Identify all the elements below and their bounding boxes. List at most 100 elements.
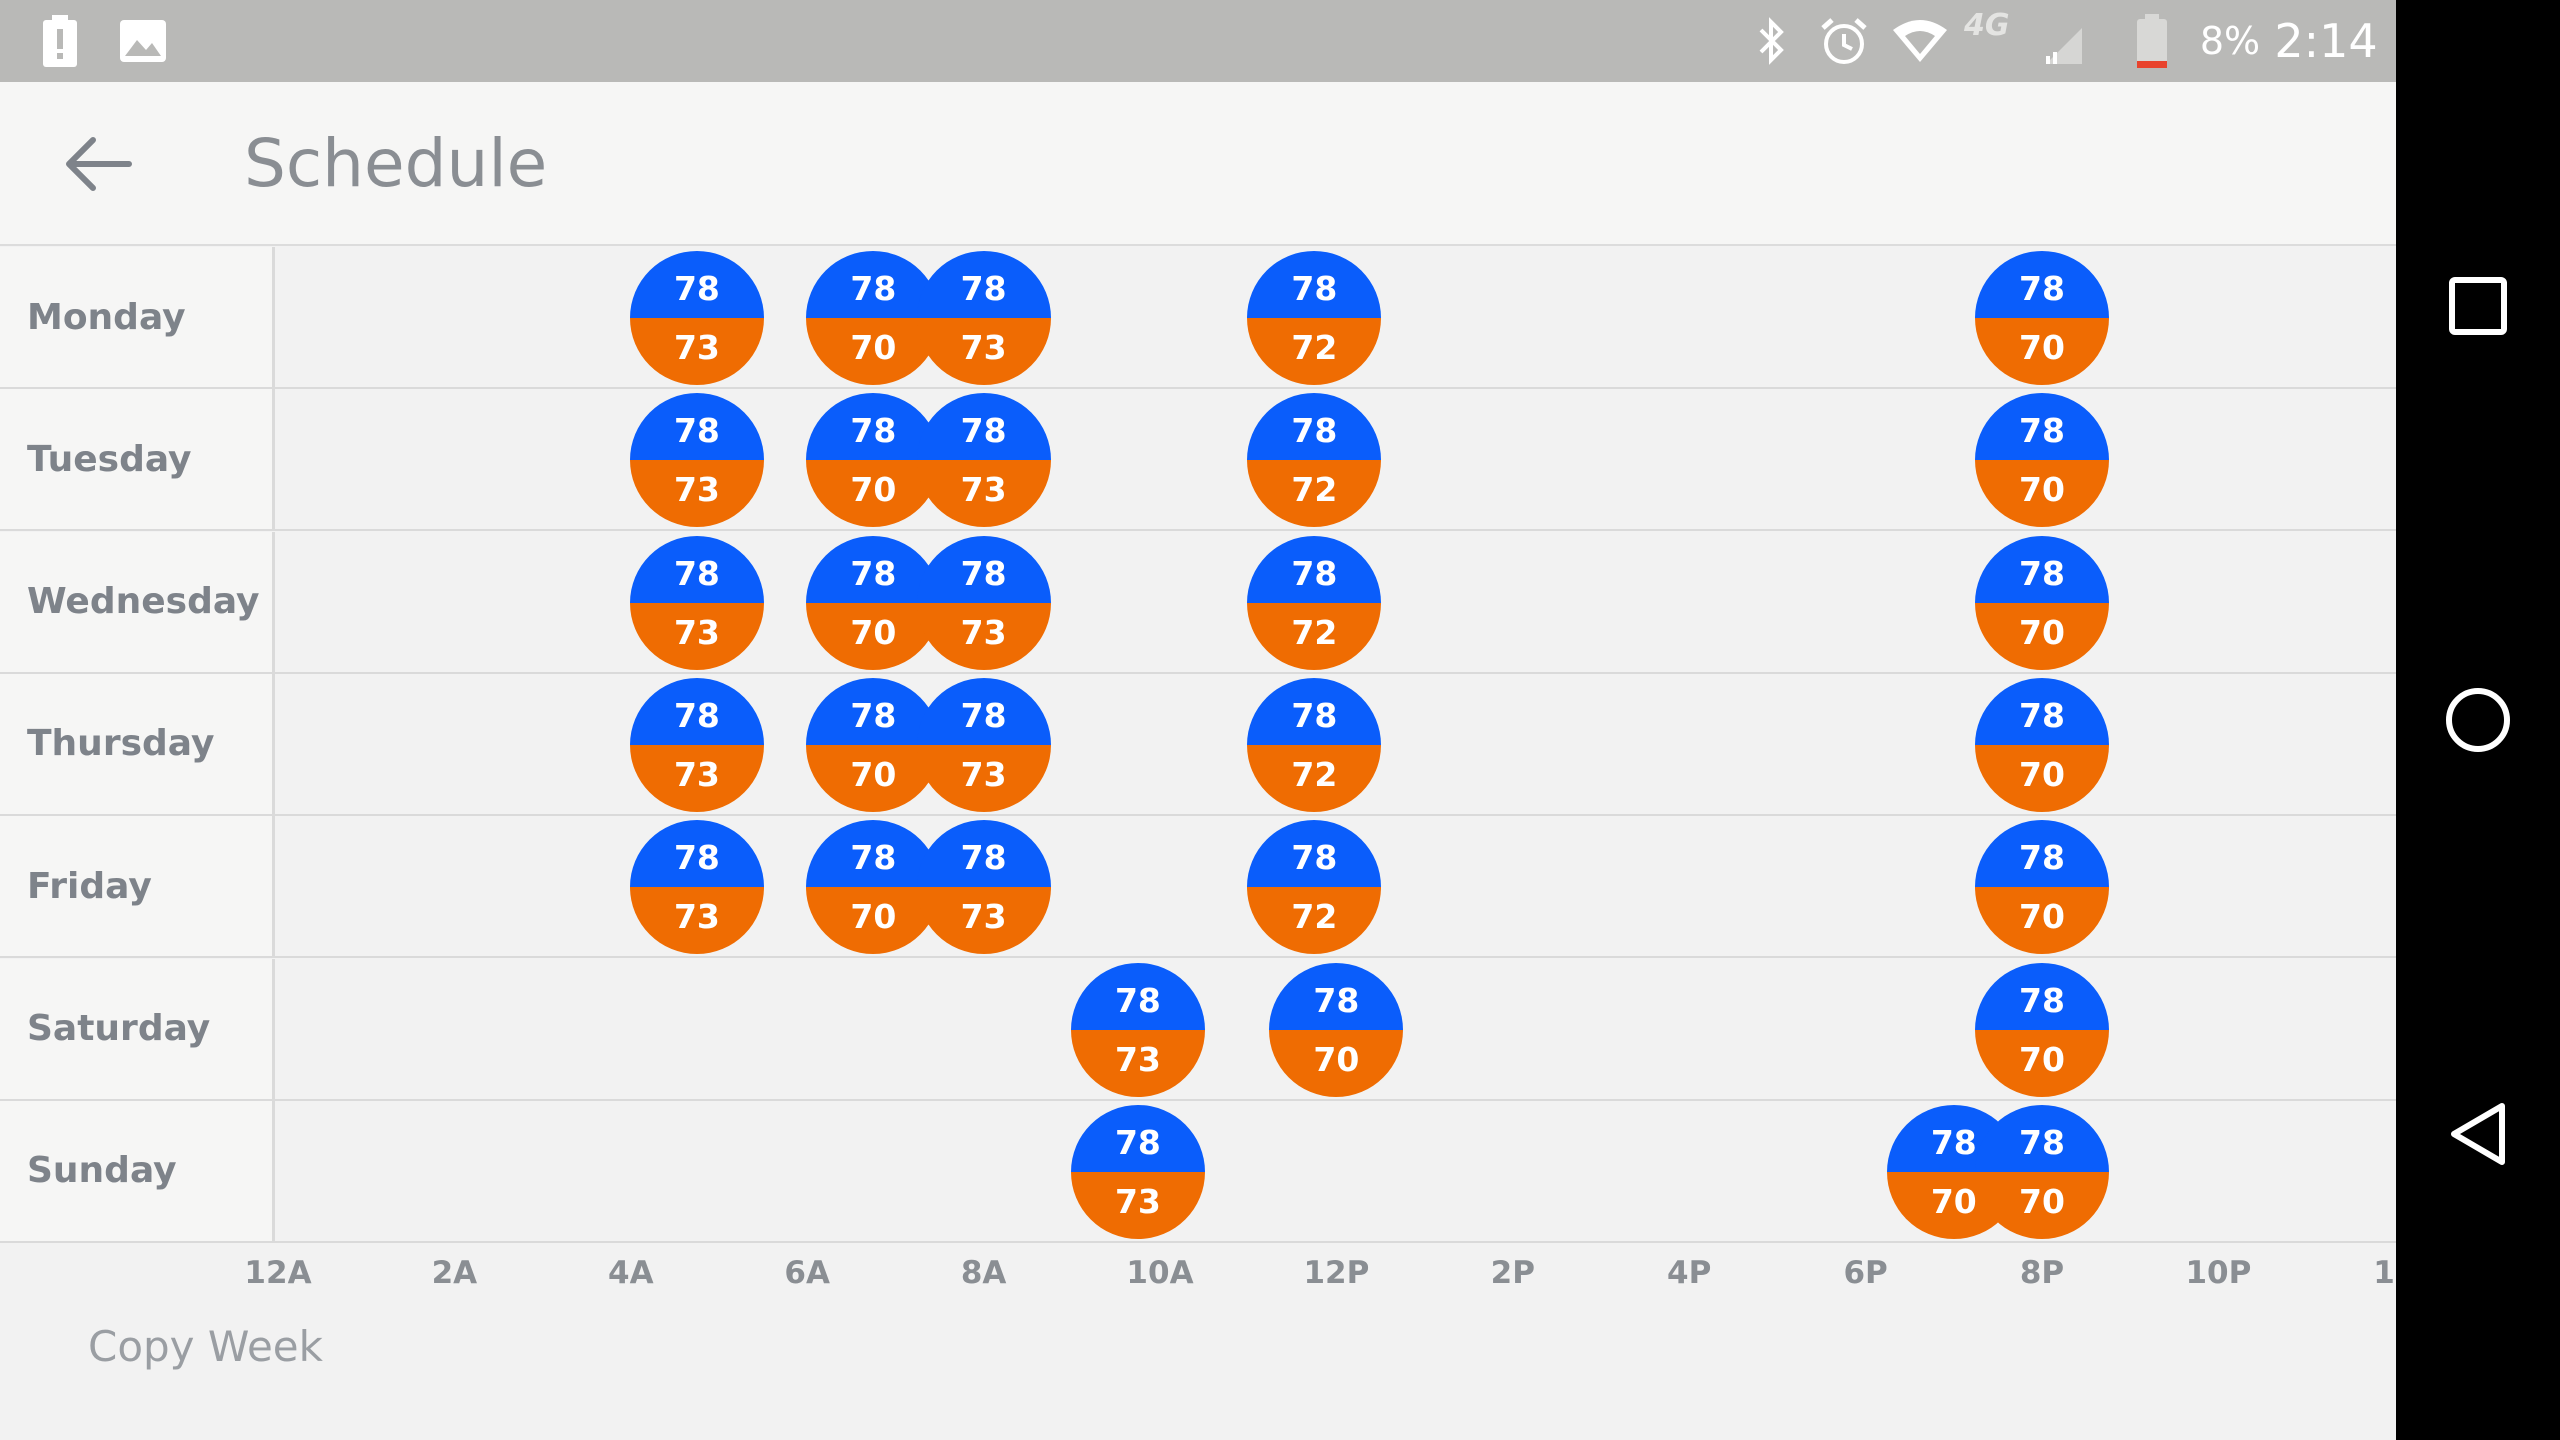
heat-setpoint-value: 73: [629, 318, 764, 385]
home-button[interactable]: [2428, 670, 2528, 770]
cool-setpoint-value: 78: [1975, 677, 2109, 745]
day-label: Tuesday: [0, 389, 275, 530]
setpoint-bubble[interactable]: 78 73: [916, 677, 1051, 812]
recents-button[interactable]: [2428, 256, 2528, 356]
setpoint-bubble[interactable]: 78 72: [1247, 820, 1382, 955]
app-bar: Schedule: [0, 82, 2396, 246]
cool-setpoint-value: 78: [629, 677, 764, 745]
heat-setpoint-value: 72: [1247, 887, 1382, 955]
day-label: Wednesday: [0, 531, 275, 672]
time-tick-label: 10P: [2185, 1255, 2252, 1291]
heat-setpoint-value: 72: [1247, 460, 1382, 528]
time-tick-label: 12P: [1303, 1255, 1370, 1291]
page-title: Schedule: [244, 125, 548, 202]
battery-icon: [2134, 0, 2170, 82]
recents-square-icon: [2449, 277, 2507, 335]
day-row-wednesday: Wednesday 78 73 78 70 78 73 78 72 78 70: [0, 531, 2396, 674]
cool-setpoint-value: 78: [1247, 535, 1382, 603]
cool-setpoint-value: 78: [629, 820, 764, 888]
cool-setpoint-value: 78: [629, 251, 764, 318]
setpoint-bubble[interactable]: 78 70: [1975, 535, 2109, 670]
alarm-icon: [1818, 0, 1870, 82]
setpoint-bubble[interactable]: 78 73: [629, 535, 764, 670]
setpoint-bubble[interactable]: 78 70: [1269, 962, 1404, 1097]
setpoint-bubble[interactable]: 78 72: [1247, 677, 1382, 812]
day-label: Sunday: [0, 1100, 275, 1241]
heat-setpoint-value: 72: [1247, 318, 1382, 385]
clock-time: 2:14: [2274, 14, 2378, 68]
time-tick-label: 6A: [784, 1255, 830, 1291]
navigation-bar: [2396, 0, 2560, 1440]
heat-setpoint-value: 70: [1975, 1171, 2109, 1239]
back-nav-button[interactable]: [2428, 1084, 2528, 1184]
day-label: Friday: [0, 816, 275, 957]
setpoint-bubble[interactable]: 78 73: [629, 393, 764, 528]
back-button[interactable]: [40, 122, 155, 206]
home-circle-icon: [2446, 688, 2510, 752]
heat-setpoint-value: 70: [1975, 887, 2109, 955]
setpoint-bubble[interactable]: 78 70: [1975, 820, 2109, 955]
heat-setpoint-value: 70: [1975, 1029, 2109, 1097]
heat-setpoint-value: 70: [1269, 1029, 1404, 1097]
cool-setpoint-value: 78: [1247, 251, 1382, 318]
heat-setpoint-value: 73: [916, 318, 1051, 385]
cool-setpoint-value: 78: [1975, 535, 2109, 603]
heat-setpoint-value: 73: [629, 460, 764, 528]
time-tick-label: 12: [2373, 1255, 2396, 1291]
setpoint-bubble[interactable]: 78 73: [629, 251, 764, 385]
heat-setpoint-value: 73: [629, 744, 764, 812]
time-tick-label: 8P: [2019, 1255, 2065, 1291]
setpoint-bubble[interactable]: 78 72: [1247, 535, 1382, 670]
setpoint-bubble[interactable]: 78 70: [1975, 393, 2109, 528]
back-triangle-icon: [2451, 1103, 2505, 1165]
setpoint-bubble[interactable]: 78 73: [1070, 1104, 1205, 1239]
heat-setpoint-value: 70: [1975, 602, 2109, 670]
time-tick-label: 12A: [244, 1255, 312, 1291]
cool-setpoint-value: 78: [1269, 962, 1404, 1030]
setpoint-bubble[interactable]: 78 72: [1247, 251, 1382, 385]
cool-setpoint-value: 78: [916, 393, 1051, 461]
setpoint-bubble[interactable]: 78 73: [916, 393, 1051, 528]
time-tick-label: 4A: [608, 1255, 654, 1291]
heat-setpoint-value: 70: [1975, 744, 2109, 812]
cool-setpoint-value: 78: [629, 393, 764, 461]
setpoint-bubble[interactable]: 78 70: [1975, 962, 2109, 1097]
battery-alert-icon: [40, 0, 80, 82]
image-icon: [118, 0, 168, 82]
setpoint-bubble[interactable]: 78 70: [1975, 1104, 2109, 1239]
setpoint-bubble[interactable]: 78 70: [1975, 251, 2109, 385]
network-type-label: 4G: [1964, 8, 2010, 43]
setpoint-bubble[interactable]: 78 73: [916, 535, 1051, 670]
setpoint-bubble[interactable]: 78 72: [1247, 393, 1382, 528]
copy-week-button[interactable]: Copy Week: [88, 1322, 323, 1371]
app-screen: 4G 8% 2:14 Schedule Monday 78 73 78 70 78 73 78…: [0, 0, 2396, 1440]
cool-setpoint-value: 78: [1070, 962, 1205, 1030]
heat-setpoint-value: 73: [916, 744, 1051, 812]
wifi-icon: [1890, 0, 1950, 82]
heat-setpoint-value: 70: [1975, 460, 2109, 528]
cool-setpoint-value: 78: [1975, 251, 2109, 318]
setpoint-bubble[interactable]: 78 73: [916, 251, 1051, 385]
cool-setpoint-value: 78: [916, 677, 1051, 745]
setpoint-bubble[interactable]: 78 73: [1070, 962, 1205, 1097]
setpoint-bubble[interactable]: 78 73: [916, 820, 1051, 955]
setpoint-bubble[interactable]: 78 73: [629, 820, 764, 955]
day-row-monday: Monday 78 73 78 70 78 73 78 72 78 70: [0, 247, 2396, 389]
time-tick-label: 4P: [1667, 1255, 1712, 1291]
cool-setpoint-value: 78: [1247, 820, 1382, 888]
cool-setpoint-value: 78: [916, 820, 1051, 888]
schedule-grid: Monday 78 73 78 70 78 73 78 72 78 70 Tuesday 78 73 78 7…: [0, 247, 2396, 1243]
time-tick-label: 10A: [1126, 1255, 1194, 1291]
cool-setpoint-value: 78: [1247, 677, 1382, 745]
battery-percent: 8%: [2199, 19, 2261, 63]
day-row-thursday: Thursday 78 73 78 70 78 73 78 72 78 70: [0, 673, 2396, 816]
setpoint-bubble[interactable]: 78 70: [1975, 677, 2109, 812]
day-row-saturday: Saturday 78 73 78 70 78 70: [0, 958, 2396, 1101]
heat-setpoint-value: 73: [1070, 1171, 1205, 1239]
bluetooth-icon: [1752, 0, 1792, 82]
day-label: Saturday: [0, 958, 275, 1099]
cool-setpoint-value: 78: [1975, 820, 2109, 888]
cool-setpoint-value: 78: [916, 535, 1051, 603]
setpoint-bubble[interactable]: 78 73: [629, 677, 764, 812]
heat-setpoint-value: 73: [916, 602, 1051, 670]
